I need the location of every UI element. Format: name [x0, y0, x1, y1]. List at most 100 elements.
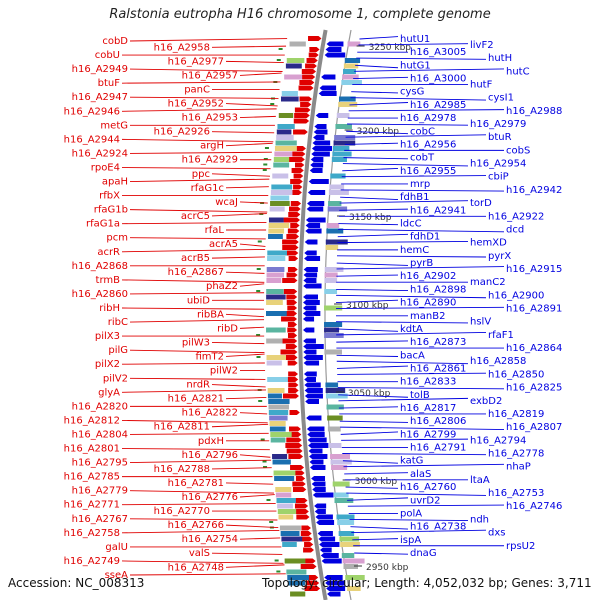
gene-label: h16_A2958: [154, 42, 210, 53]
forward-gene: [314, 503, 327, 509]
left-leader-line: [121, 81, 281, 84]
forward-gene: [309, 454, 328, 459]
gene-label: ribD: [217, 323, 238, 334]
reverse-gene: [288, 371, 298, 377]
right-leader-line: [342, 453, 487, 456]
feature-track-block: [274, 146, 297, 151]
left-leader-line: [129, 292, 265, 295]
right-leader-line: [353, 76, 409, 79]
left-leader-line: [121, 529, 280, 534]
gene-label: h16_A2822: [182, 408, 238, 419]
feature-track-block: [290, 591, 306, 597]
forward-gene: [325, 580, 346, 586]
right-leader-line: [338, 394, 409, 398]
left-leader-line: [121, 362, 265, 365]
feature-track-block: [324, 333, 344, 338]
left-leader-line: [225, 60, 284, 64]
left-leader-line: [121, 419, 268, 424]
right-leader-line: [350, 97, 487, 101]
gene-label: h16_A2873: [410, 337, 466, 348]
backbone-arc: [298, 29, 328, 600]
feature-track-block: [341, 553, 355, 558]
right-leader-line: [343, 157, 409, 160]
feature-track-block: [340, 542, 360, 547]
left-leader-line: [239, 72, 282, 76]
right-leader-line: [336, 299, 399, 304]
gene-label: h16_A2955: [400, 166, 456, 177]
forward-gene: [326, 41, 344, 47]
feature-track-block: [332, 481, 350, 487]
feature-track-block: [341, 80, 362, 85]
feature-track-block: [276, 129, 292, 135]
reverse-gene: [305, 63, 317, 69]
gene-label: h16_A2949: [72, 64, 128, 75]
forward-gene: [303, 355, 323, 360]
forward-gene: [304, 377, 316, 382]
right-leader-line: [347, 504, 505, 507]
left-leader-line: [239, 201, 268, 204]
left-leader-line: [129, 459, 272, 464]
left-leader-line: [129, 573, 286, 576]
right-leader-line: [336, 274, 399, 277]
forward-gene: [304, 382, 321, 388]
forward-gene: [303, 294, 318, 300]
forward-gene: [310, 162, 324, 168]
gene-label: cobC: [410, 126, 435, 137]
right-leader-line: [340, 189, 505, 192]
feature-track-block: [332, 151, 352, 157]
gene-label: h16_A2796: [182, 450, 238, 461]
reverse-gene: [287, 327, 298, 333]
feature-track-block: [281, 91, 298, 96]
right-leader-line: [355, 64, 399, 69]
reverse-gene: [286, 234, 300, 239]
gene-label: acrR: [97, 247, 120, 258]
feature-track-block: [268, 399, 290, 404]
feature-track-block: [274, 476, 295, 481]
rna-marker: [263, 163, 268, 166]
forward-gene: [303, 360, 320, 366]
forward-gene: [307, 437, 327, 443]
reverse-gene: [283, 217, 300, 223]
feature-track-block: [266, 311, 287, 316]
feature-track-block: [324, 267, 344, 272]
gene-label: ldcC: [400, 219, 422, 230]
gene-label: pilW3: [182, 337, 210, 348]
gene-label: hslV: [470, 317, 491, 328]
gene-label: wcaJ: [215, 197, 238, 208]
gene-label: h16_A2794: [470, 435, 526, 446]
scale-tick-label: 3050 kbp: [348, 389, 391, 399]
reverse-gene: [288, 212, 301, 217]
feature-track-block: [270, 432, 292, 437]
gene-label: h16_A2868: [72, 261, 128, 272]
gene-label: pilV2: [103, 373, 128, 384]
right-leader-line: [336, 288, 409, 292]
forward-gene: [326, 586, 346, 591]
forward-gene: [303, 305, 317, 311]
rna-marker: [264, 147, 269, 149]
gene-label: h16_A2767: [72, 514, 128, 525]
forward-gene: [309, 459, 324, 465]
feature-track-block: [344, 58, 361, 63]
gene-label: h16_A2811: [154, 422, 210, 433]
rna-marker: [270, 103, 275, 105]
feature-track-block: [288, 580, 306, 586]
feature-track-block: [266, 355, 286, 360]
left-leader-line: [211, 213, 267, 217]
feature-track-block: [334, 498, 354, 503]
feature-track-block: [274, 151, 293, 157]
left-leader-line: [129, 237, 266, 240]
feature-track-block: [324, 322, 343, 327]
feature-track-block: [338, 102, 358, 107]
reverse-gene: [303, 547, 314, 553]
right-leader-line: [342, 460, 399, 464]
reverse-gene: [293, 118, 310, 124]
forward-gene: [312, 487, 326, 492]
reverse-gene: [293, 129, 308, 135]
gene-label: h16_A3000: [410, 74, 466, 85]
feature-track-block: [266, 327, 286, 333]
gene-label: h16_A2922: [488, 211, 544, 222]
gene-label: tolB: [410, 390, 430, 401]
reverse-gene: [286, 437, 302, 443]
reverse-gene: [288, 382, 299, 388]
gene-label: cysG: [400, 87, 424, 98]
